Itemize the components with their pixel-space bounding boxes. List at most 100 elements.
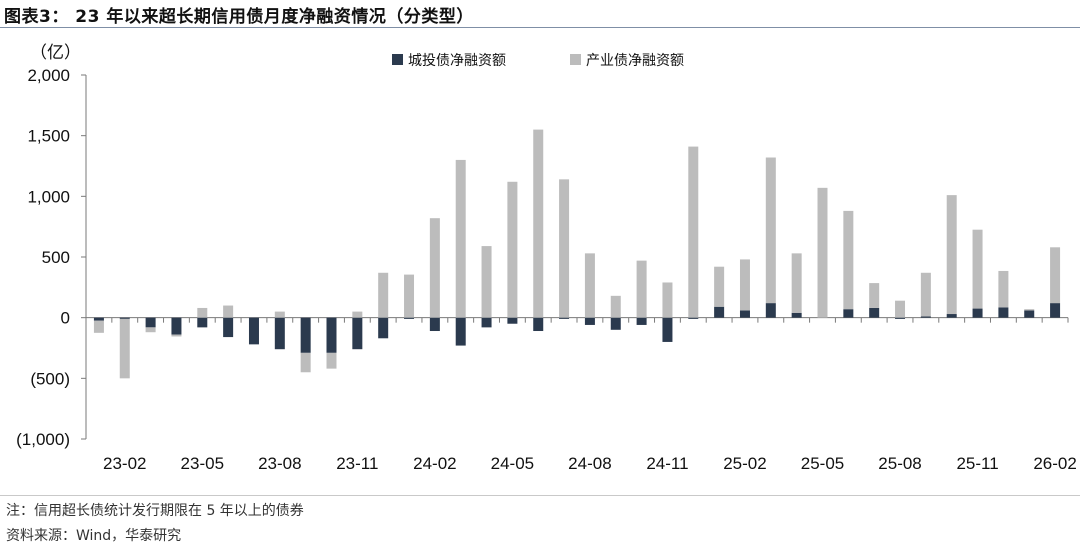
bar-chengtou-25-01 (714, 306, 725, 318)
bar-industrial-24-04 (481, 246, 492, 318)
footer-divider (0, 495, 1080, 496)
bar-industrial-24-11 (662, 282, 673, 318)
title-divider (0, 27, 1080, 28)
bar-chengtou-24-12 (688, 317, 699, 319)
bar-chengtou-24-03 (455, 317, 466, 346)
legend-label-1: 产业债净融资额 (586, 53, 684, 69)
bar-industrial-23-03 (145, 327, 156, 333)
x-tick-label: 24-08 (568, 454, 611, 470)
bar-industrial-23-05 (197, 307, 208, 318)
bar-industrial-25-04 (791, 253, 802, 313)
bar-chengtou-23-03 (145, 317, 156, 328)
x-tick-label: 24-11 (646, 454, 688, 470)
bar-chengtou-23-04 (171, 317, 182, 335)
bar-industrial-25-07 (869, 283, 880, 308)
bar-chengtou-26-01 (1024, 310, 1035, 318)
bar-chengtou-24-11 (662, 317, 673, 342)
bar-industrial-24-09 (610, 295, 621, 318)
bar-industrial-25-05 (817, 187, 828, 318)
bar-chengtou-24-02 (429, 317, 440, 332)
y-unit-label: （亿） (30, 43, 81, 62)
bar-industrial-25-08 (895, 300, 906, 318)
bar-industrial-25-02 (739, 259, 750, 311)
y-tick-label: (500) (30, 369, 70, 388)
y-tick-label: 1,500 (27, 127, 70, 146)
bar-chengtou-24-06 (533, 317, 544, 332)
bar-chengtou-23-01 (93, 317, 104, 321)
x-tick-label: 23-08 (258, 454, 301, 470)
bar-industrial-25-09 (920, 272, 931, 317)
bar-chengtou-24-10 (636, 317, 647, 325)
x-tick-label: 24-05 (491, 454, 534, 470)
x-tick-label: 25-11 (956, 454, 998, 470)
bar-industrial-25-12 (998, 270, 1009, 308)
bar-chengtou-25-07 (869, 307, 880, 318)
bar-chengtou-23-07 (248, 317, 259, 345)
bar-chengtou-23-10 (326, 317, 337, 353)
bar-industrial-25-01 (714, 266, 725, 307)
bar-industrial-23-11 (352, 311, 363, 318)
source-note: 资料来源：Wind，华泰研究 (6, 528, 182, 544)
bar-industrial-23-01 (93, 320, 104, 333)
bar-industrial-23-02 (119, 318, 130, 379)
x-tick-label: 23-11 (336, 454, 378, 470)
bar-chengtou-23-02 (119, 317, 130, 319)
bar-industrial-24-01 (404, 274, 415, 318)
bar-industrial-25-10 (946, 195, 957, 315)
y-tick-label: 2,000 (27, 66, 70, 85)
bar-chengtou-25-08 (895, 317, 906, 319)
footnote: 注：信用超长债统计发行期限在 5 年以上的债券 (6, 503, 304, 519)
y-tick-label: 0 (61, 309, 70, 328)
bar-chengtou-24-04 (481, 317, 492, 328)
bar-chengtou-25-09 (920, 316, 931, 318)
y-tick-label: (1,000) (16, 430, 70, 449)
bar-chengtou-24-01 (404, 317, 415, 319)
y-tick-label: 1,000 (27, 187, 70, 206)
bar-chengtou-25-04 (791, 312, 802, 318)
legend-swatch-1 (570, 54, 581, 65)
x-tick-label: 23-05 (181, 454, 224, 470)
bar-chengtou-23-05 (197, 317, 208, 328)
bar-chengtou-23-12 (378, 317, 389, 339)
bar-industrial-24-06 (533, 129, 544, 318)
bar-chengtou-24-07 (559, 317, 570, 319)
bar-chengtou-25-06 (843, 309, 854, 318)
bar-industrial-26-01 (1024, 309, 1035, 311)
bar-chengtou-24-09 (610, 317, 621, 330)
bar-chengtou-25-10 (946, 314, 957, 318)
page-title: 图表3： 23 年以来超长期信用债月度净融资情况（分类型） (4, 7, 474, 27)
bar-industrial-24-03 (455, 159, 466, 318)
bar-chengtou-25-12 (998, 307, 1009, 318)
bar-chengtou-23-06 (223, 317, 234, 338)
bar-chengtou-24-05 (507, 317, 518, 324)
bar-industrial-23-08 (274, 311, 285, 318)
bar-industrial-24-10 (636, 260, 647, 318)
bar-chengtou-26-02 (1050, 303, 1061, 318)
bar-chengtou-25-03 (765, 303, 776, 318)
bar-industrial-24-02 (429, 218, 440, 318)
x-tick-label: 25-02 (723, 454, 766, 470)
bar-industrial-25-06 (843, 210, 854, 310)
bar-chengtou-23-11 (352, 317, 363, 350)
bar-chengtou-23-08 (274, 317, 285, 350)
bar-industrial-24-12 (688, 146, 699, 318)
x-tick-label: 25-08 (878, 454, 921, 470)
x-tick-label: 24-02 (413, 454, 456, 470)
bar-industrial-23-06 (223, 305, 234, 318)
bar-industrial-23-04 (171, 334, 182, 337)
x-tick-label: 25-05 (801, 454, 844, 470)
legend-swatch-0 (392, 54, 403, 65)
bar-industrial-24-08 (584, 253, 595, 318)
bar-industrial-23-10 (326, 352, 337, 369)
x-tick-label: 26-02 (1033, 454, 1076, 470)
bar-chengtou-23-09 (300, 317, 311, 353)
bar-industrial-25-03 (765, 157, 776, 304)
x-tick-label: 23-02 (103, 454, 146, 470)
bar-industrial-24-07 (559, 179, 570, 318)
bar-industrial-23-12 (378, 272, 389, 318)
legend-label-0: 城投债净融资额 (408, 53, 506, 69)
bar-chengtou-24-08 (584, 317, 595, 325)
bar-chengtou-25-02 (739, 310, 750, 318)
bar-industrial-23-09 (300, 352, 311, 373)
y-tick-label: 500 (42, 248, 70, 267)
